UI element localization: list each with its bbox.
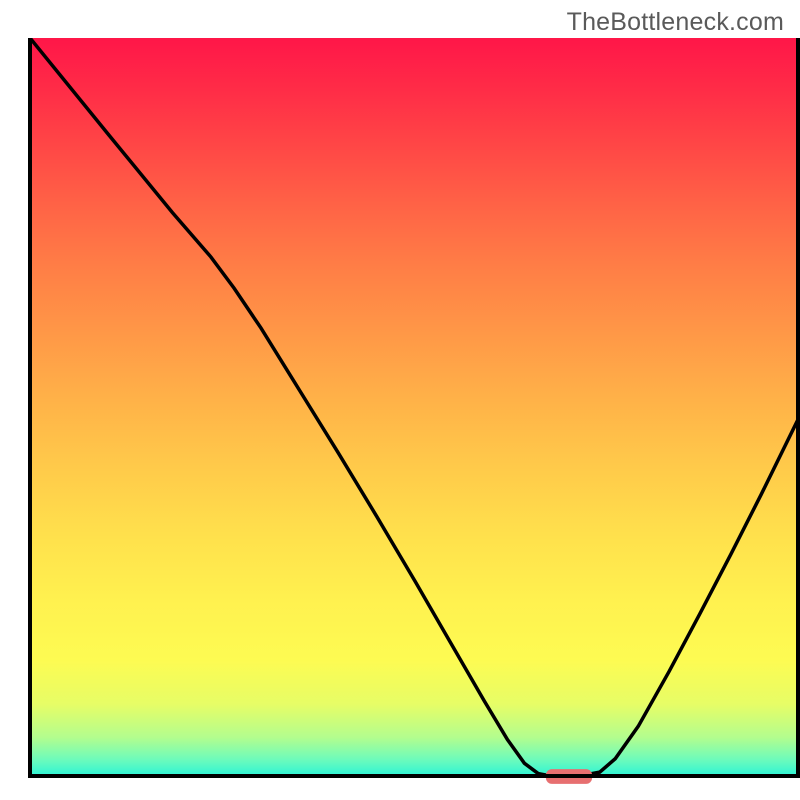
- gradient-background: [30, 38, 800, 778]
- bottleneck-chart: TheBottleneck.com: [0, 0, 800, 800]
- watermark-label: TheBottleneck.com: [567, 8, 784, 37]
- chart-svg: [0, 0, 800, 800]
